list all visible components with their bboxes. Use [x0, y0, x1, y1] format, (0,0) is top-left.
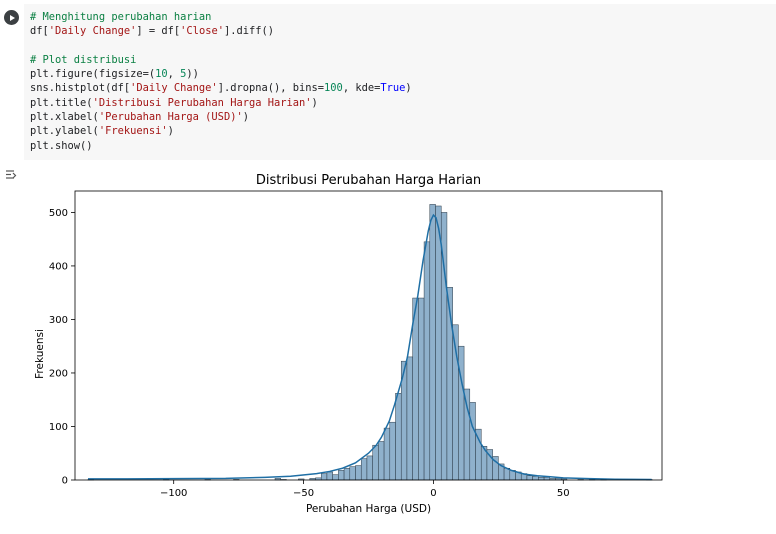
y-tick-label: 100	[49, 422, 68, 433]
code-token: df[	[30, 25, 49, 38]
y-tick-label: 500	[49, 208, 68, 219]
histogram-bar	[395, 393, 402, 481]
histogram-bar	[360, 458, 368, 481]
code-token: , kde=	[342, 82, 381, 95]
histogram-bar	[429, 204, 436, 481]
histogram-bar	[366, 455, 373, 481]
x-axis-label: Perubahan Harga (USD)	[306, 503, 431, 515]
code-token: plt.figure(figsize=(	[30, 68, 156, 81]
play-icon	[9, 14, 15, 21]
code-token: ] = df[	[136, 25, 181, 38]
code-token: 'Frekuensi'	[98, 125, 168, 138]
code-token: )	[167, 125, 174, 138]
y-tick-label: 200	[49, 368, 68, 379]
histogram-bar	[349, 466, 356, 481]
histogram-bar	[532, 476, 539, 481]
histogram-bar	[538, 477, 545, 481]
x-tick-label: −100	[160, 488, 187, 499]
histogram-bar	[338, 470, 345, 481]
code-token: plt.show()	[30, 139, 93, 152]
histogram-bar	[463, 388, 471, 481]
code-token: 100	[324, 82, 343, 95]
histogram-svg: Distribusi Perubahan Harga Harian Peruba…	[34, 173, 663, 515]
y-axis-label: Frekuensi	[34, 329, 46, 379]
x-axis-ticks: −100 −50 0 50	[160, 480, 570, 499]
code-token: )	[405, 82, 412, 95]
code-token: )	[311, 96, 318, 109]
histogram-bar	[412, 297, 419, 481]
code-token: 'Close'	[180, 25, 224, 38]
histogram-bar	[355, 465, 362, 481]
code-token: ))	[186, 68, 199, 81]
run-cell-button[interactable]	[4, 10, 19, 25]
code-token: 'Daily Change'	[48, 25, 137, 38]
histogram-bar	[469, 402, 476, 481]
plot-frame	[74, 190, 663, 481]
code-token: ].dropna(), bins=	[217, 82, 325, 95]
code-text: # Menghitung perubahan harian df['Daily …	[30, 10, 412, 153]
x-tick-label: 0	[430, 488, 436, 499]
code-cell: # Menghitung perubahan harian df['Daily …	[0, 0, 776, 160]
histogram-bar	[326, 471, 333, 481]
histogram-bar	[435, 205, 442, 481]
kde-curve	[87, 213, 652, 481]
x-tick-label: −50	[293, 488, 314, 499]
code-token: 10	[155, 68, 168, 81]
histogram-bar	[343, 467, 351, 481]
histogram-bar	[320, 473, 328, 481]
x-tick-label: 50	[557, 488, 570, 499]
y-tick-label: 300	[49, 315, 68, 326]
histogram-bar	[389, 421, 396, 481]
code-token: 'Daily Change'	[130, 82, 218, 95]
code-token: ].diff()	[223, 25, 275, 38]
y-axis-ticks: 0 100 200 300 400 500	[49, 208, 75, 487]
code-token: 5	[180, 68, 187, 81]
code-token: 'Distribusi Perubahan Harga Harian'	[92, 96, 312, 109]
histogram-chart: Distribusi Perubahan Harga Harian Peruba…	[30, 166, 776, 530]
code-token: sns.histplot(df[	[30, 82, 131, 95]
histogram-bar	[383, 427, 391, 481]
code-token: 'Perubahan Harga (USD)'	[98, 111, 243, 124]
histogram-bar	[543, 477, 551, 481]
histogram-bar	[526, 475, 533, 481]
y-tick-label: 400	[49, 261, 68, 272]
code-token: plt.title(	[30, 96, 93, 109]
histogram-bar	[406, 356, 413, 481]
code-editor[interactable]: # Menghitung perubahan harian df['Daily …	[24, 4, 776, 160]
code-token: # Plot distribusi	[30, 53, 137, 66]
code-token: # Menghitung perubahan harian	[30, 11, 212, 23]
histogram-bar	[378, 441, 385, 481]
histogram-bar	[475, 428, 482, 481]
code-token: True	[380, 82, 406, 95]
histogram-bar	[418, 297, 425, 481]
code-token: plt.ylabel(	[30, 125, 99, 138]
histogram-bar	[372, 444, 379, 481]
code-token: ,	[167, 68, 181, 81]
code-token: )	[242, 111, 249, 124]
chart-title: Distribusi Perubahan Harga Harian	[256, 173, 481, 188]
histogram-bars	[87, 204, 653, 481]
histogram-bar	[332, 474, 339, 481]
histogram-bar	[423, 241, 431, 481]
output-toggle-icon[interactable]	[4, 168, 18, 182]
y-tick-label: 0	[62, 476, 68, 487]
code-token: plt.xlabel(	[30, 111, 99, 124]
